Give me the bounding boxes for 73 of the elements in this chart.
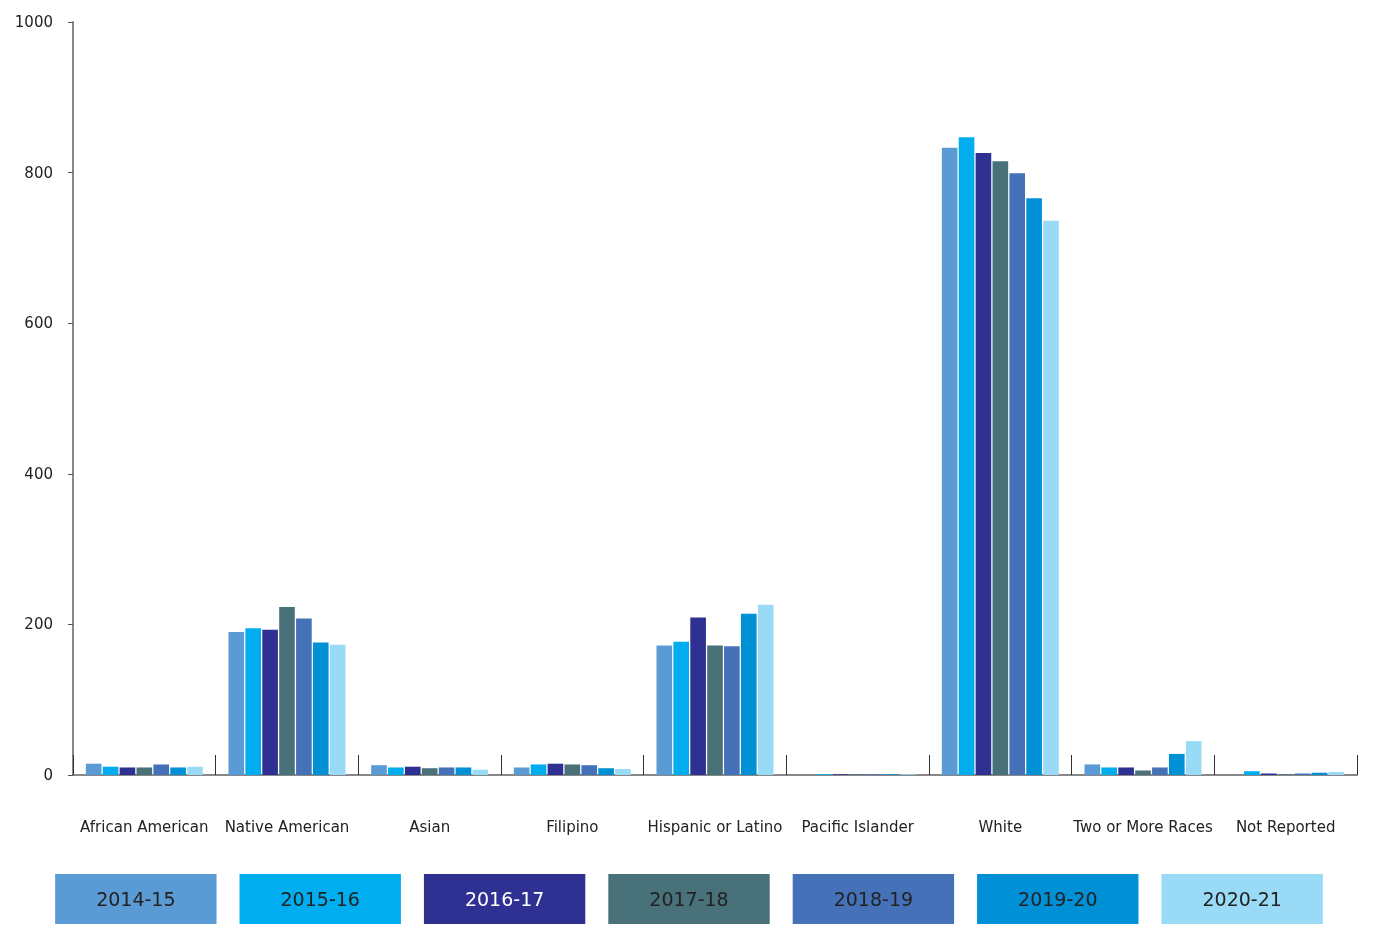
bar	[530, 764, 547, 775]
bar	[1168, 753, 1185, 775]
bar	[598, 768, 614, 775]
text: 2016-17	[464, 888, 545, 910]
text: 2015-16	[280, 888, 360, 910]
bar	[740, 613, 757, 775]
bar	[245, 628, 262, 775]
bar	[656, 645, 673, 775]
bar	[153, 764, 170, 775]
bar	[1101, 767, 1118, 775]
x-tick-label: Hispanic or Latino	[647, 817, 783, 836]
x-tick-label: Pacific Islander	[801, 817, 915, 836]
x-tick-label: Two or More Races	[1072, 817, 1213, 836]
bar	[992, 161, 1009, 775]
bar	[547, 763, 564, 775]
bar	[187, 766, 203, 775]
bar	[1328, 771, 1345, 775]
bar	[136, 767, 153, 775]
text: 2019-20	[1018, 888, 1098, 910]
bar	[1152, 767, 1168, 775]
bar	[404, 766, 421, 775]
bar	[707, 645, 723, 775]
bar	[1118, 767, 1134, 775]
bar	[513, 767, 530, 775]
bar	[312, 642, 329, 775]
bar	[228, 631, 245, 775]
y-tick-label: 800	[24, 163, 53, 182]
bar	[1084, 764, 1101, 775]
bar	[615, 768, 631, 775]
bar	[1135, 770, 1151, 775]
x-tick-label: Native American	[224, 817, 350, 836]
bar	[757, 604, 774, 775]
bar	[1026, 198, 1042, 775]
y-tick-label: 0	[43, 766, 53, 784]
bar	[388, 767, 404, 775]
text: 2017-18	[649, 888, 729, 910]
bar	[1185, 741, 1202, 775]
bar	[102, 766, 119, 775]
bar	[1043, 220, 1059, 775]
y-tick-label: 200	[24, 615, 53, 634]
bar	[1009, 173, 1026, 775]
x-tick-label: Asian	[409, 817, 451, 836]
text: 2020-21	[1202, 888, 1282, 910]
x-tick-label: Not Reported	[1235, 817, 1336, 836]
bar	[438, 767, 455, 775]
bar	[170, 767, 186, 775]
bar	[1244, 771, 1260, 775]
y-tick-label: 1000	[14, 13, 53, 31]
bar	[371, 765, 387, 775]
x-tick-label: White	[978, 817, 1023, 836]
bar	[455, 767, 472, 775]
bar	[279, 607, 295, 775]
bar	[296, 618, 312, 775]
y-tick-label: 600	[24, 314, 53, 333]
bar	[581, 765, 598, 775]
bar	[472, 769, 489, 775]
bar	[421, 768, 438, 775]
text: 2018-19	[833, 888, 914, 910]
bar	[564, 764, 581, 775]
bar	[85, 763, 102, 775]
bar	[119, 767, 136, 775]
bar	[329, 644, 346, 775]
x-tick-label: African American	[80, 817, 209, 836]
y-tick-label: 400	[24, 464, 53, 483]
bar	[975, 153, 992, 775]
x-tick-label: Filipino	[546, 817, 599, 836]
bar	[724, 646, 740, 775]
bar	[690, 617, 706, 775]
text: 2014-15	[96, 888, 176, 910]
bar	[673, 641, 690, 775]
bar	[941, 147, 958, 775]
bar	[958, 137, 975, 775]
bar	[262, 629, 278, 775]
